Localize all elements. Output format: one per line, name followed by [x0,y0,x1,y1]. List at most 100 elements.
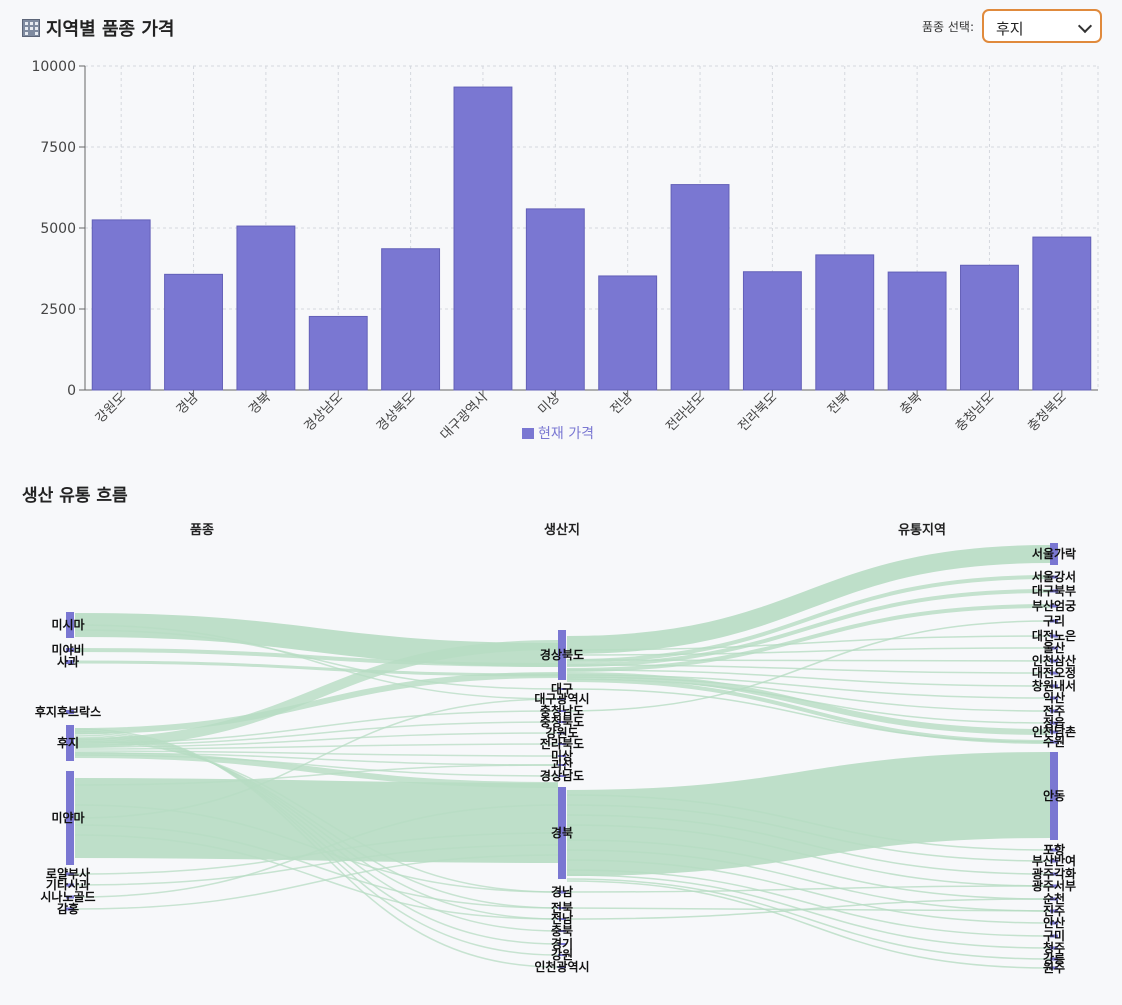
sankey-node[interactable] [66,612,74,638]
sankey-link[interactable] [566,672,1051,735]
sankey-link[interactable] [566,885,1051,893]
sankey-node[interactable] [66,648,74,652]
sankey-link[interactable] [566,859,1051,924]
sankey-link[interactable] [566,752,1051,876]
bar[interactable] [887,271,947,391]
sankey-node[interactable] [66,907,74,911]
sankey-node[interactable] [558,764,566,766]
sankey-node[interactable] [1050,604,1058,608]
sankey-node[interactable] [1050,752,1058,840]
sankey-link[interactable] [566,635,1051,651]
sankey-link[interactable] [566,880,1051,969]
sankey-node[interactable] [66,872,74,876]
sankey-node[interactable] [1050,634,1058,638]
sankey-link[interactable] [566,794,1051,851]
sankey-link[interactable] [566,678,1051,724]
sankey-node[interactable] [558,787,566,879]
sankey-node[interactable] [558,907,566,909]
variety-select[interactable]: 후지 [982,9,1102,43]
sankey-node[interactable] [1050,897,1058,901]
sankey-link[interactable] [74,648,559,667]
sankey-node[interactable] [1050,721,1058,725]
sankey-link[interactable] [74,730,559,956]
sankey-link[interactable] [74,832,559,875]
sankey-link[interactable] [74,778,559,863]
sankey-link[interactable] [74,804,559,893]
sankey-link[interactable] [74,750,559,757]
sankey-node[interactable] [558,688,566,690]
sankey-link[interactable] [74,854,559,910]
sankey-node[interactable] [66,725,74,761]
sankey-node[interactable] [1050,696,1058,700]
bar[interactable] [670,184,730,391]
bar[interactable] [91,219,151,391]
sankey-node[interactable] [1050,921,1058,925]
sankey-node[interactable] [66,660,74,664]
bar[interactable] [164,273,223,391]
sankey-node[interactable] [1050,709,1058,713]
sankey-link[interactable] [566,575,1051,663]
sankey-link[interactable] [74,660,559,677]
sankey-link[interactable] [566,676,1051,712]
sankey-node[interactable] [1050,872,1058,876]
sankey-node[interactable] [558,732,566,734]
sankey-link[interactable] [74,804,559,898]
bar[interactable] [742,271,802,391]
bar[interactable] [236,225,296,391]
sankey-node[interactable] [558,775,566,777]
sankey-node[interactable] [558,630,566,680]
sankey-node[interactable] [1050,659,1058,663]
sankey-node[interactable] [1050,884,1058,888]
sankey-link[interactable] [566,647,1051,656]
sankey-node[interactable] [1050,684,1058,688]
sankey-link[interactable] [566,907,1051,912]
sankey-node[interactable] [1050,946,1058,950]
bar[interactable] [525,208,585,391]
sankey-link[interactable] [74,740,559,893]
sankey-link[interactable] [74,672,559,734]
sankey-node[interactable] [558,966,566,968]
sankey-link[interactable] [74,764,559,786]
sankey-node[interactable] [558,743,566,745]
sankey-link[interactable] [566,674,1051,699]
sankey-link[interactable] [566,804,1051,862]
sankey-link[interactable] [566,664,1051,674]
sankey-node[interactable] [1050,671,1058,675]
sankey-node[interactable] [1050,859,1058,863]
sankey-node[interactable] [558,890,566,894]
sankey-node[interactable] [1050,909,1058,913]
sankey-node[interactable] [558,918,566,920]
sankey-node[interactable] [558,930,566,932]
bar[interactable] [381,248,441,391]
sankey-link[interactable] [566,659,1051,662]
sankey-link[interactable] [566,824,1051,887]
sankey-node[interactable] [66,710,74,714]
sankey-link[interactable] [74,844,559,886]
sankey-link[interactable] [566,839,1051,900]
sankey-link[interactable] [74,754,559,777]
sankey-node[interactable] [66,895,74,899]
sankey-link[interactable] [566,545,1051,654]
sankey-node[interactable] [1050,646,1058,650]
sankey-node[interactable] [558,755,566,757]
bar[interactable] [598,275,658,391]
sankey-link[interactable] [566,878,1051,960]
sankey-node[interactable] [1050,589,1058,593]
sankey-node[interactable] [1050,575,1058,579]
sankey-node[interactable] [558,943,566,945]
sankey-node[interactable] [1050,619,1058,623]
sankey-node[interactable] [1050,543,1058,565]
sankey-node[interactable] [558,710,566,712]
sankey-node[interactable] [558,954,566,956]
sankey-link[interactable] [74,698,559,819]
bar[interactable] [815,254,875,391]
bar[interactable] [1032,236,1092,391]
sankey-link[interactable] [566,869,1051,937]
sankey-node[interactable] [66,883,74,887]
sankey-link[interactable] [74,640,559,748]
sankey-node[interactable] [1050,740,1058,744]
sankey-link[interactable] [74,624,559,700]
sankey-link[interactable] [566,849,1051,912]
sankey-node[interactable] [1050,966,1058,970]
sankey-link[interactable] [74,834,559,920]
